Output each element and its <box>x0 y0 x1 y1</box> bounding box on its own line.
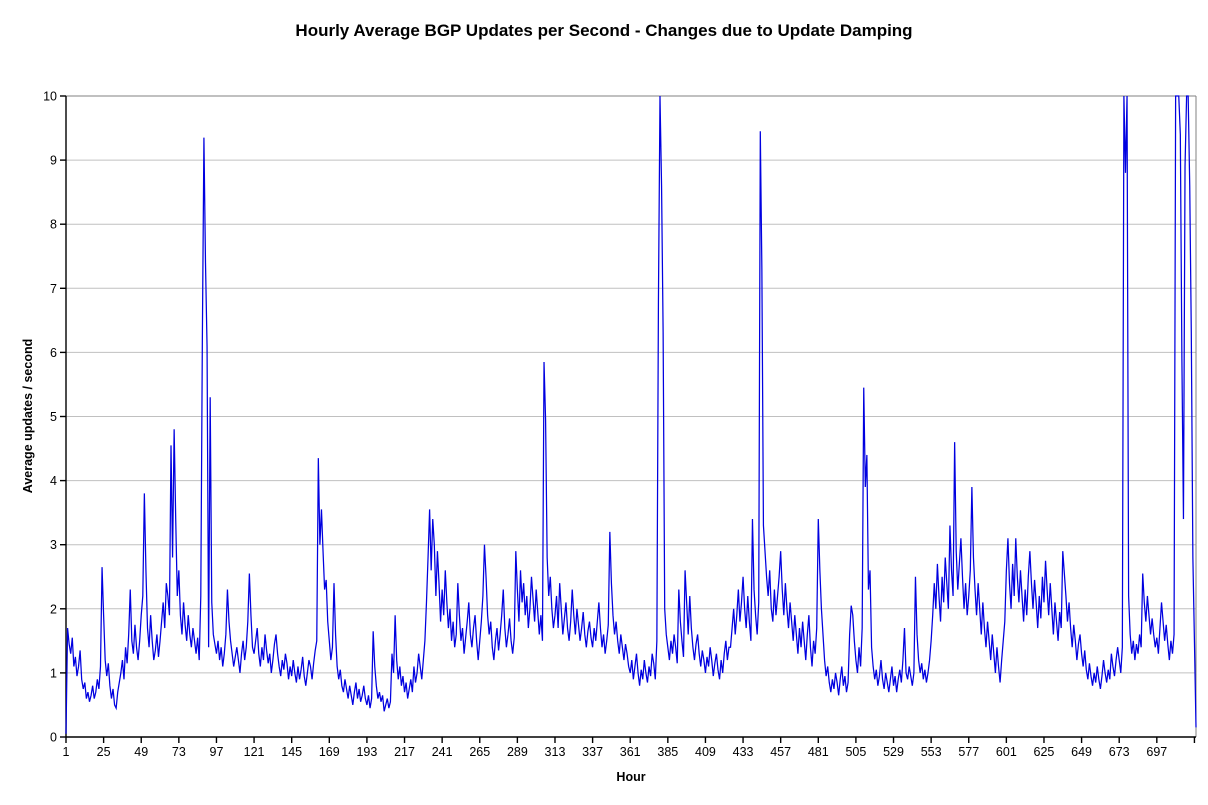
series-line <box>65 95 1197 734</box>
x-tick-label: 169 <box>319 745 340 759</box>
x-tick-label: 73 <box>172 745 186 759</box>
y-tick-label: 3 <box>50 538 57 552</box>
x-tick-label: 121 <box>244 745 265 759</box>
y-tick-label: 10 <box>43 90 57 104</box>
x-tick-label: 601 <box>996 745 1017 759</box>
x-tick-label: 529 <box>883 745 904 759</box>
x-tick-label: 649 <box>1071 745 1092 759</box>
x-tick-label: 241 <box>432 745 453 759</box>
x-axis-title: Hour <box>616 770 646 784</box>
y-tick-label: 2 <box>50 602 57 616</box>
x-tick-label: 289 <box>507 745 528 759</box>
x-tick-label: 49 <box>134 745 148 759</box>
x-tick-label: 553 <box>921 745 942 759</box>
x-tick-label: 577 <box>958 745 979 759</box>
x-tick-label: 385 <box>657 745 678 759</box>
x-tick-label: 1 <box>63 745 70 759</box>
y-tick-label: 8 <box>50 218 57 232</box>
x-tick-label: 673 <box>1109 745 1130 759</box>
y-tick-label: 6 <box>50 346 57 360</box>
x-tick-label: 145 <box>281 745 302 759</box>
chart-title: Hourly Average BGP Updates per Second - … <box>295 21 913 40</box>
x-tick-label: 505 <box>845 745 866 759</box>
x-tick-label: 193 <box>356 745 377 759</box>
x-tick-label: 313 <box>545 745 566 759</box>
x-tick-label: 481 <box>808 745 829 759</box>
y-tick-label: 5 <box>50 410 57 424</box>
y-tick-label: 4 <box>50 474 57 488</box>
y-tick-label: 7 <box>50 282 57 296</box>
x-tick-label: 265 <box>469 745 490 759</box>
y-tick-label: 0 <box>50 731 57 745</box>
x-tick-label: 457 <box>770 745 791 759</box>
x-tick-label: 361 <box>620 745 641 759</box>
y-tick-label: 9 <box>50 154 57 168</box>
x-tick-label: 337 <box>582 745 603 759</box>
x-tick-label: 97 <box>210 745 224 759</box>
x-tick-label: 625 <box>1034 745 1055 759</box>
x-tick-label: 217 <box>394 745 415 759</box>
x-tick-label: 433 <box>733 745 754 759</box>
x-tick-label: 25 <box>97 745 111 759</box>
x-tick-label: 697 <box>1146 745 1167 759</box>
x-tick-label: 409 <box>695 745 716 759</box>
y-tick-label: 1 <box>50 666 57 680</box>
